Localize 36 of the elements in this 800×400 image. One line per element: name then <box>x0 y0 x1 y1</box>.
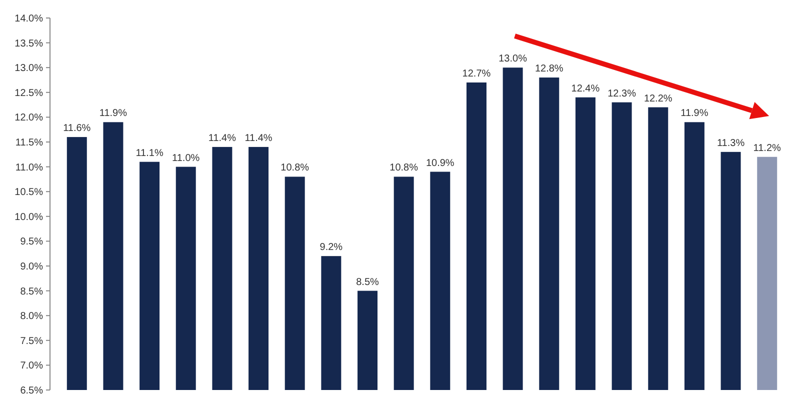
y-tick-label: 13.0% <box>14 63 44 74</box>
data-label: 11.6% <box>63 123 91 134</box>
data-label: 12.3% <box>608 88 636 100</box>
data-label: 12.7% <box>462 68 491 80</box>
data-label: 11.9% <box>680 108 708 120</box>
data-label: 11.0% <box>172 152 200 164</box>
y-tick-label: 8.0% <box>20 311 44 322</box>
y-tick-label: 9.5% <box>20 236 44 248</box>
data-label: 13.0% <box>498 54 528 65</box>
data-label: 8.5% <box>356 276 380 288</box>
data-label: 11.3% <box>716 138 745 149</box>
y-tick-label: 12.5% <box>14 88 44 99</box>
y-tick-label: 7.0% <box>20 360 44 372</box>
y-tick-label: 9.0% <box>20 262 44 272</box>
data-label: 11.4% <box>244 132 272 144</box>
y-tick-label: 14.0% <box>14 14 44 24</box>
y-tick-label: 11.0% <box>15 162 44 174</box>
y-tick-label: 13.5% <box>14 38 44 50</box>
data-label: 11.4% <box>208 132 236 144</box>
y-tick-label: 6.5% <box>20 386 44 396</box>
data-label: 9.2% <box>320 242 343 254</box>
y-tick-label: 10.0% <box>14 212 44 223</box>
data-label: 11.1% <box>136 148 164 159</box>
data-label: 12.2% <box>644 93 672 104</box>
data-label: 12.4% <box>571 83 600 94</box>
y-tick-label: 7.5% <box>20 336 44 347</box>
y-tick-label: 10.5% <box>14 187 44 198</box>
data-label: 10.8% <box>390 162 418 174</box>
data-label: 11.9% <box>99 108 128 120</box>
data-label: 10.9% <box>426 158 454 169</box>
data-label: 10.8% <box>280 162 310 174</box>
y-tick-label: 11.5% <box>15 138 44 148</box>
y-tick-label: 8.5% <box>20 286 44 298</box>
data-label: 11.2% <box>753 142 782 154</box>
data-label: 12.8% <box>534 64 564 75</box>
y-tick-label: 12.0% <box>14 112 44 124</box>
